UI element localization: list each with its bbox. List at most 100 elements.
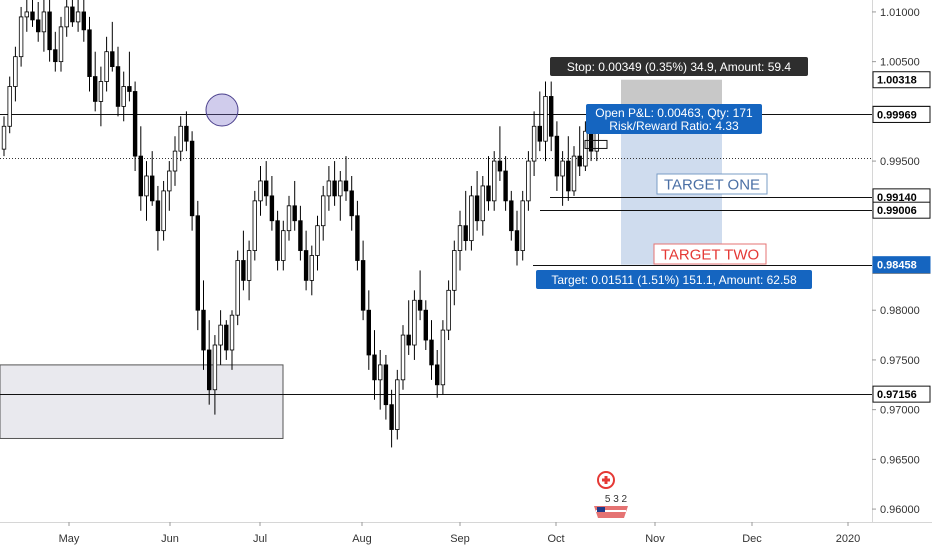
candle [281,220,286,271]
candle-body [503,170,508,202]
x-tick-label: 2020 [836,533,860,545]
candle [41,0,47,52]
candle [127,51,132,102]
candle-body [241,260,246,281]
candle-body [543,96,548,142]
price-tag-text: 0.98458 [877,260,917,272]
x-tick-label: Nov [645,533,665,545]
candle-body [47,11,52,51]
candle [212,335,218,415]
candle-body [144,175,149,197]
support-zone[interactable] [0,364,284,439]
candle [543,81,548,162]
price-tags-layer: 0.999700.991400.990060.984540.971561.003… [872,71,931,403]
candle-body [110,51,115,68]
candle-body [93,76,98,102]
candle [13,46,18,102]
candle [332,161,337,206]
x-tick-label: Oct [547,533,564,545]
candle-body [343,180,349,192]
candle-body [497,160,503,172]
candle-body [224,324,229,351]
candle [440,320,446,395]
target-info-bg [536,270,812,289]
candle [366,290,371,370]
candle-body [104,51,109,82]
candle-body [81,11,86,31]
candle [514,210,520,266]
candle-body [303,250,309,281]
candle [178,116,183,162]
candle-body [138,155,143,197]
candle-body [566,160,571,192]
candle [81,0,86,42]
candle [252,190,257,261]
candle [104,36,109,92]
pnl-info-bg [586,104,762,134]
candle-body [326,180,332,197]
price-tag-text: 0.99969 [877,109,917,121]
candle [400,325,406,390]
y-tick-label: 1.00500 [880,57,920,69]
earnings-badge[interactable]: 5 3 2 [594,471,628,518]
candle-body [537,125,542,142]
candle-body [7,86,12,127]
candle [526,151,531,211]
candle [355,200,360,271]
candle [24,0,29,32]
x-tick-label: Dec [742,533,762,545]
candle [412,290,417,360]
candle-body [75,11,81,23]
candle-body [298,220,303,251]
candle [360,240,366,321]
candle [93,51,98,112]
price-axis[interactable]: 1.01000 1.00500 0.99500 0.98000 0.97500 0.970… [872,7,920,516]
price-tag: 0.98458 [872,256,931,274]
candle-body [577,155,582,167]
target-two-frame [653,243,767,265]
candle-body [446,289,451,331]
candle [258,166,263,216]
candle [463,190,468,251]
stop-info-bg [550,57,808,76]
candle [320,185,326,241]
candle [184,111,189,152]
entry-marker-box [584,139,608,149]
candle [383,354,389,420]
target-one-annotation[interactable]: TARGET ONE [656,173,768,195]
candle-body [491,160,497,202]
candles-layer [1,0,599,448]
candle-body [452,250,457,291]
candle [132,81,138,172]
candle [121,71,126,122]
level-price-tag-bg [872,201,931,219]
candle-body [309,255,314,281]
swing-high-marker[interactable] [205,93,239,127]
candle [172,136,178,186]
candle-body [184,125,189,142]
candle [263,161,269,206]
target-two-annotation[interactable]: TARGET TWO [653,243,767,265]
candle [115,46,121,117]
candle-body [64,6,69,28]
overlay-layer [205,93,608,149]
candle-body [332,180,337,197]
candle [474,171,480,231]
candle-body [377,364,383,381]
x-tick-label: Jun [161,533,179,545]
candle [36,1,41,42]
candle-body [509,200,514,232]
level-price-tag-text: 0.97156 [877,389,917,401]
candle [309,245,314,296]
candle-body [206,349,212,391]
candle-body [246,250,252,281]
candle [87,16,92,92]
candle [406,300,411,355]
candle [144,161,149,221]
candle [98,66,104,127]
candle [292,180,297,231]
candle [429,320,434,380]
candle-body [554,135,560,177]
candle-body [395,379,400,430]
time-axis[interactable]: May Jun Jul Aug Sep Oct Nov Dec 2020 [59,522,861,545]
